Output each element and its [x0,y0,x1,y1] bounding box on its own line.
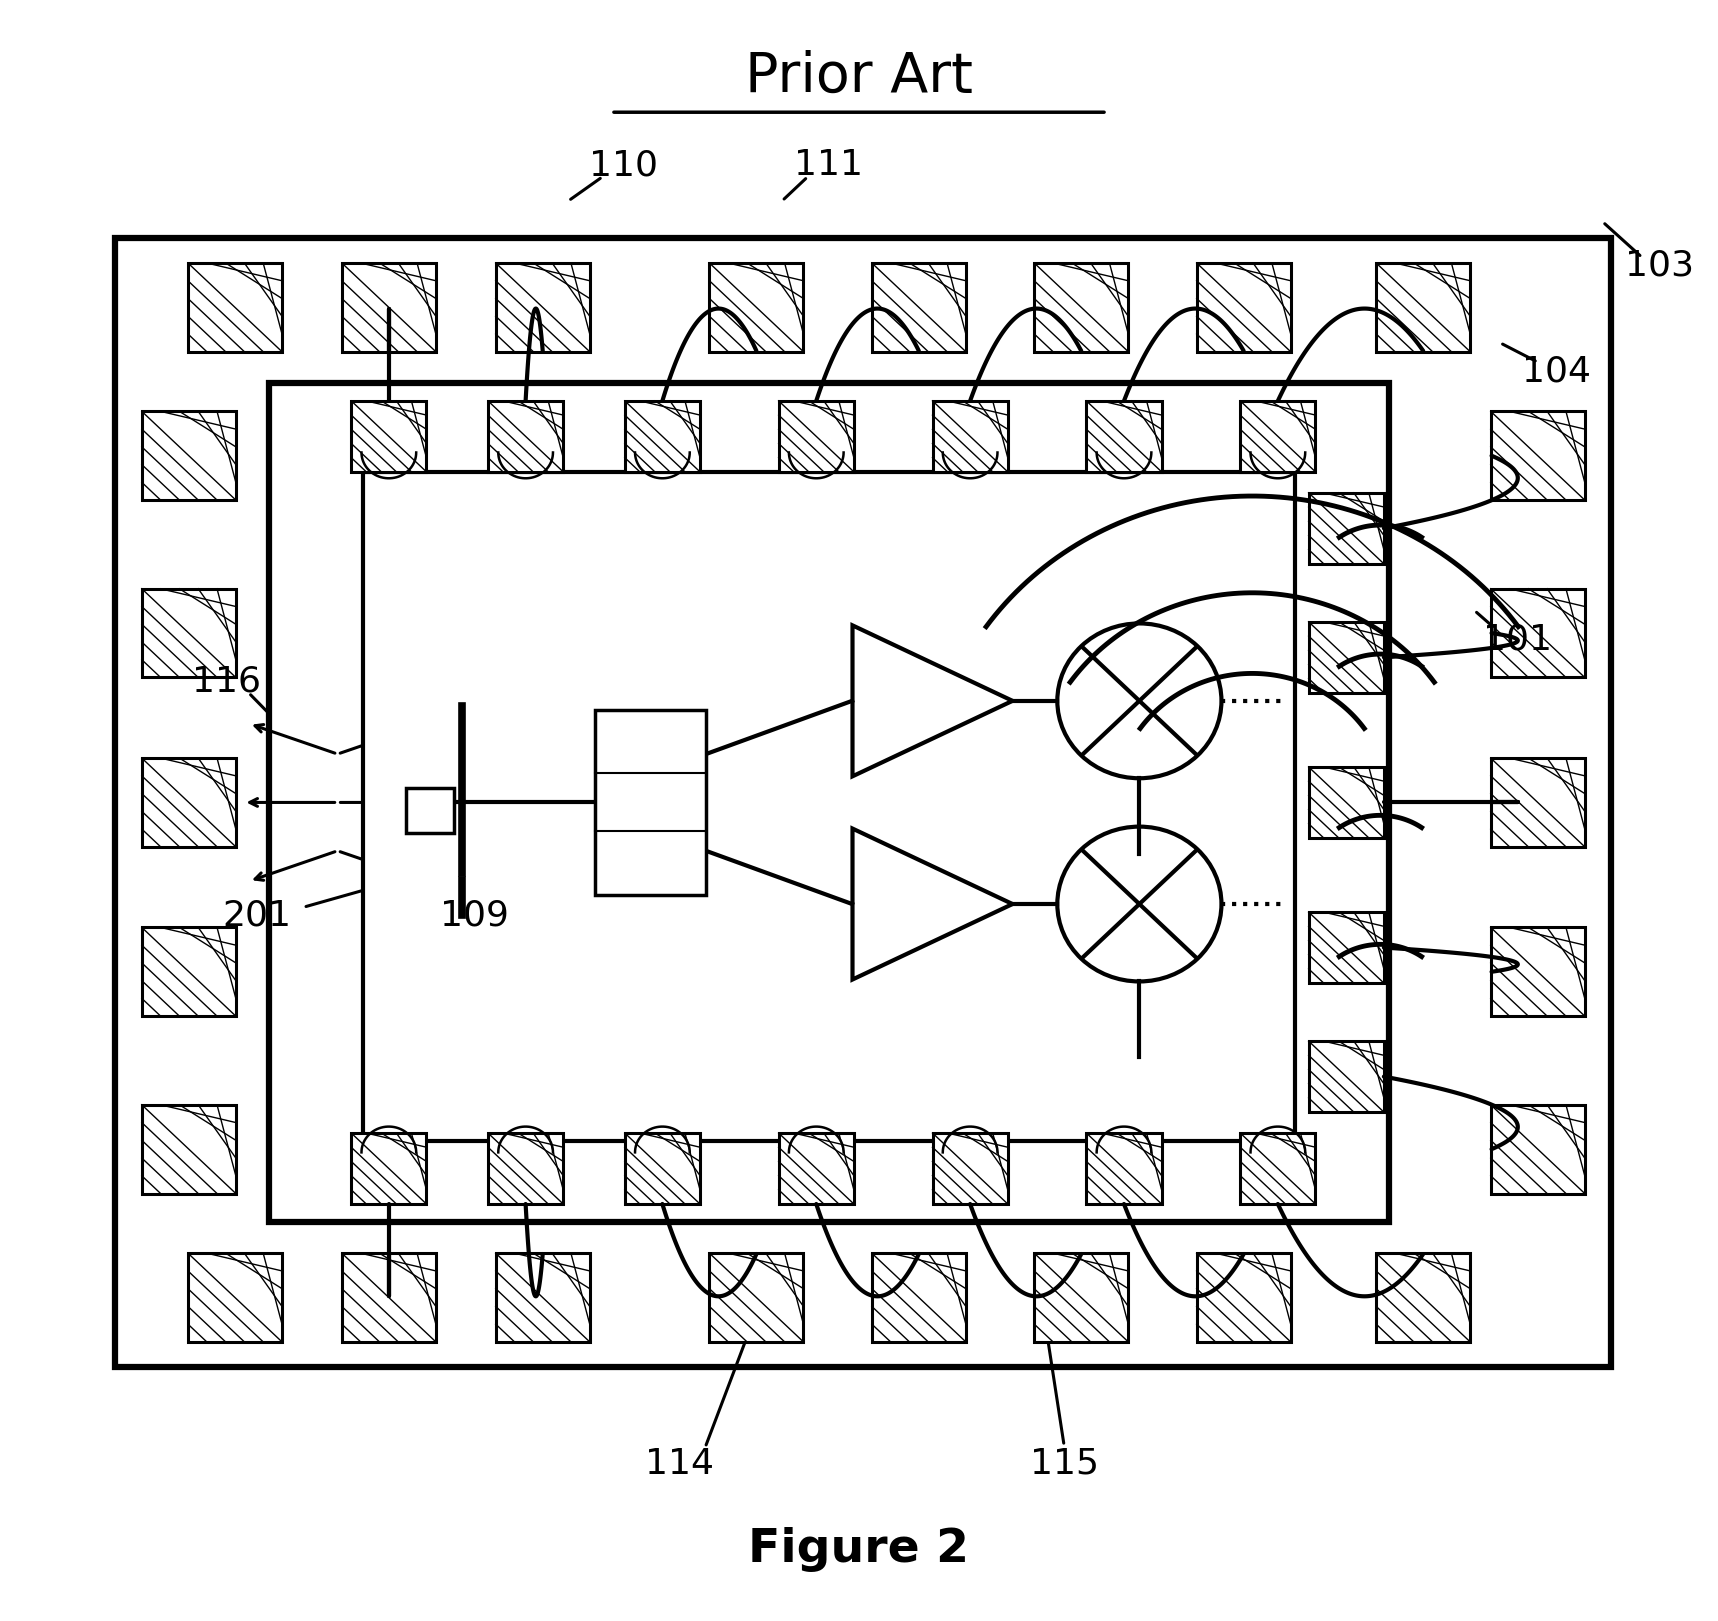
Bar [871,263,966,352]
Bar [1309,493,1385,564]
Bar [143,759,235,846]
Bar [933,400,1008,472]
Bar [625,400,699,472]
Bar [1240,400,1316,472]
Text: 103: 103 [1625,248,1694,282]
Bar [1491,927,1584,1016]
Bar [488,400,564,472]
Bar [1491,759,1584,846]
Text: Prior Art: Prior Art [746,50,972,104]
Bar [1309,913,1385,982]
Bar [710,1253,804,1342]
Text: 109: 109 [440,898,509,932]
Bar [1034,263,1129,352]
Bar [933,1133,1008,1204]
Bar [143,412,235,499]
Bar [350,1133,426,1204]
Bar [1309,1041,1385,1112]
Bar [342,263,436,352]
Text: 104: 104 [1522,355,1591,389]
Bar [1491,1106,1584,1193]
Bar [1197,263,1290,352]
Text: 114: 114 [644,1446,715,1480]
Bar [1086,400,1161,472]
Bar [143,1106,235,1193]
Bar [342,1253,436,1342]
Bar [778,400,854,472]
Bar [497,1253,589,1342]
Bar [1309,622,1385,692]
Bar [187,1253,282,1342]
Bar [1197,1253,1290,1342]
Bar [143,588,235,678]
Bar [710,263,804,352]
Bar [1086,1133,1161,1204]
Bar [497,263,589,352]
Bar [778,1133,854,1204]
Text: Figure 2: Figure 2 [749,1527,969,1572]
Bar [625,1133,699,1204]
Bar [405,788,454,833]
Text: 101: 101 [1483,622,1551,657]
Bar [350,400,426,472]
Bar [1376,1253,1471,1342]
Bar [1491,588,1584,678]
Bar [871,1253,966,1342]
Text: 116: 116 [192,665,261,699]
Bar [143,927,235,1016]
Bar [187,263,282,352]
Bar [362,472,1295,1141]
Text: 115: 115 [1029,1446,1098,1480]
Bar [1376,263,1471,352]
Bar [1240,1133,1316,1204]
Bar [115,238,1611,1367]
Text: 110: 110 [589,149,658,183]
Text: 111: 111 [794,149,862,183]
Bar [1309,767,1385,838]
Bar [594,710,706,895]
Bar [488,1133,564,1204]
Bar [1034,1253,1129,1342]
Bar [1491,412,1584,499]
Text: 201: 201 [223,898,292,932]
Bar [270,383,1388,1222]
